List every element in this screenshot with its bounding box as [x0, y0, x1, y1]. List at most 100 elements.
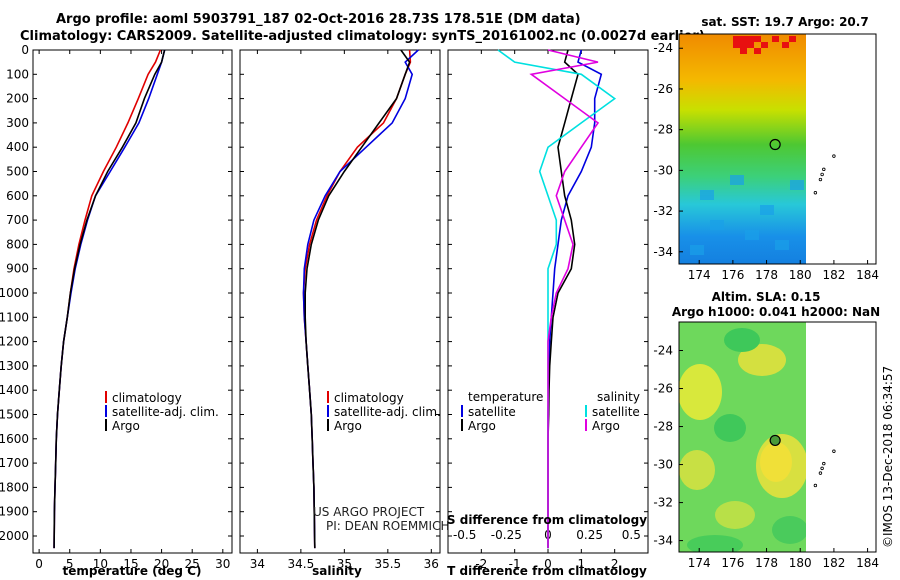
- x-tick-label: -2: [475, 557, 487, 571]
- pi-label: PI: DEAN ROEMMICH: [326, 519, 449, 533]
- series-line-argo: [529, 49, 600, 549]
- sla-frame: [678, 321, 877, 553]
- legend-t-satellite: satellite: [468, 405, 516, 419]
- sst-warm-pixel: [782, 42, 789, 48]
- map-y-tick-label: -24: [653, 41, 673, 55]
- map-x-tick-label: 182: [822, 268, 845, 282]
- island-marker: [832, 449, 836, 453]
- island-marker: [820, 466, 824, 471]
- x-tick-label: 1: [578, 557, 586, 571]
- argo-position-marker: [769, 434, 781, 447]
- t-diff-ticks: -2 -1 0 1 2: [475, 50, 618, 571]
- depth-tick-label: 1600: [0, 432, 29, 446]
- map-x-tick-label: 176: [721, 268, 744, 282]
- sst-warm-pixel: [733, 36, 740, 42]
- map-x-tick-label: 180: [789, 556, 812, 570]
- map-x-tick-label: 176: [721, 556, 744, 570]
- legend-t-argo: Argo: [468, 419, 496, 433]
- legend-climatology: climatology: [112, 391, 182, 405]
- sst-warm-pixel: [754, 48, 761, 54]
- s-diff-tick-label: 0.25: [576, 528, 603, 542]
- difference-lines: [497, 49, 617, 549]
- map-y-tick-label: -32: [653, 496, 673, 510]
- map-y-tick-label: -32: [653, 204, 673, 218]
- temperature-legend: climatology satellite-adj. clim. Argo: [105, 391, 219, 433]
- island-marker: [813, 191, 818, 195]
- difference-legend: temperature satellite Argo salinity sate…: [461, 390, 640, 433]
- temperature-frame: [32, 49, 233, 554]
- depth-tick-label: 400: [6, 140, 29, 154]
- depth-tick-label: 300: [6, 116, 29, 130]
- map-x-tick-label: 182: [822, 556, 845, 570]
- x-tick-label: 25: [185, 557, 200, 571]
- map-y-tick-label: -34: [653, 245, 673, 259]
- salinity-panel: 34 34.5 35 35.5 36 salinity climatology sate…: [239, 49, 449, 578]
- x-tick-label: 30: [215, 557, 230, 571]
- map-y-tick-label: -28: [653, 420, 673, 434]
- imos-watermark: ©IMOS 13-Dec-2018 06:34:57: [881, 366, 895, 548]
- depth-tick-label: 600: [6, 189, 29, 203]
- depth-ticks: 0 100 200 300 400 500 600 700 800 900 1000 1100 1200…: [0, 43, 232, 543]
- map-x-tick-label: 174: [688, 268, 711, 282]
- s-diff-tick-label: 0.5: [622, 528, 641, 542]
- sst-warm-pixel: [740, 42, 747, 48]
- depth-tick-label: 1700: [0, 456, 29, 470]
- salinity-lines: [302, 49, 419, 549]
- legend-s-argo: Argo: [592, 419, 620, 433]
- island-marker: [832, 154, 836, 158]
- legend-s-satellite: satellite: [592, 405, 640, 419]
- difference-panel: -2 -1 0 1 2 -0.5 -0.25 0 0.25 0.5 T difference f…: [447, 49, 649, 578]
- island-marker: [822, 167, 826, 172]
- sst-cool-pixel: [730, 175, 744, 185]
- x-tick-label: 35.5: [374, 557, 401, 571]
- island-marker: [813, 483, 818, 488]
- legend-argo: Argo: [112, 419, 140, 433]
- sst-warm-pixel: [772, 36, 779, 42]
- temperature-panel: 0100200300400500600700800900100011001200…: [0, 43, 233, 578]
- sst-cool-pixel: [790, 180, 804, 190]
- depth-tick-label: 0: [21, 43, 29, 57]
- legend-satellite: satellite-adj. clim.: [334, 405, 441, 419]
- sst-warm-pixel: [789, 36, 796, 42]
- depth-tick-label: 1500: [0, 407, 29, 421]
- x-tick-label: 36: [424, 557, 439, 571]
- sla-map-title: Altim. SLA: 0.15: [712, 290, 821, 304]
- depth-tick-label: 200: [6, 92, 29, 106]
- x-tick-label: 35: [337, 557, 352, 571]
- sst-warm-pixel: [740, 48, 747, 54]
- depth-tick-label: 1100: [0, 310, 29, 324]
- sst-frame: [678, 33, 877, 265]
- x-tick-label: 20: [154, 557, 169, 571]
- depth-tick-label: 700: [6, 213, 29, 227]
- x-tick-label: 34: [250, 557, 265, 571]
- map-x-tick-label: 184: [856, 556, 879, 570]
- sst-cool-pixel: [775, 240, 789, 250]
- depth-tick-label: 1000: [0, 286, 29, 300]
- depth-tick-label: 1800: [0, 480, 29, 494]
- x-tick-label: 10: [93, 557, 108, 571]
- map-y-tick-label: -34: [653, 534, 673, 548]
- depth-tick-label: 900: [6, 262, 29, 276]
- map-y-tick-label: -24: [653, 344, 673, 358]
- series-line-satellite-adj-clim-: [53, 49, 166, 549]
- map-y-tick-label: -30: [653, 163, 673, 177]
- sst-field: [679, 34, 806, 264]
- salinity-ticks: 34 34.5 35 35.5 36: [250, 50, 439, 571]
- map-x-tick-label: 184: [856, 268, 879, 282]
- island-marker: [818, 471, 823, 475]
- depth-tick-label: 800: [6, 237, 29, 251]
- map-x-tick-label: 174: [688, 556, 711, 570]
- x-tick-label: 15: [123, 557, 138, 571]
- sst-warm-pixel: [740, 36, 747, 42]
- x-tick-label: 34.5: [288, 557, 315, 571]
- depth-tick-label: 100: [6, 67, 29, 81]
- map-y-tick-label: -26: [653, 382, 673, 396]
- map-x-tick-label: 178: [755, 556, 778, 570]
- island-marker: [822, 461, 826, 466]
- difference-yticks: [448, 49, 648, 537]
- depth-tick-label: 1400: [0, 383, 29, 397]
- x-tick-label: -1: [509, 557, 521, 571]
- sst-cool-pixel: [760, 205, 774, 215]
- series-line-argo: [53, 49, 166, 549]
